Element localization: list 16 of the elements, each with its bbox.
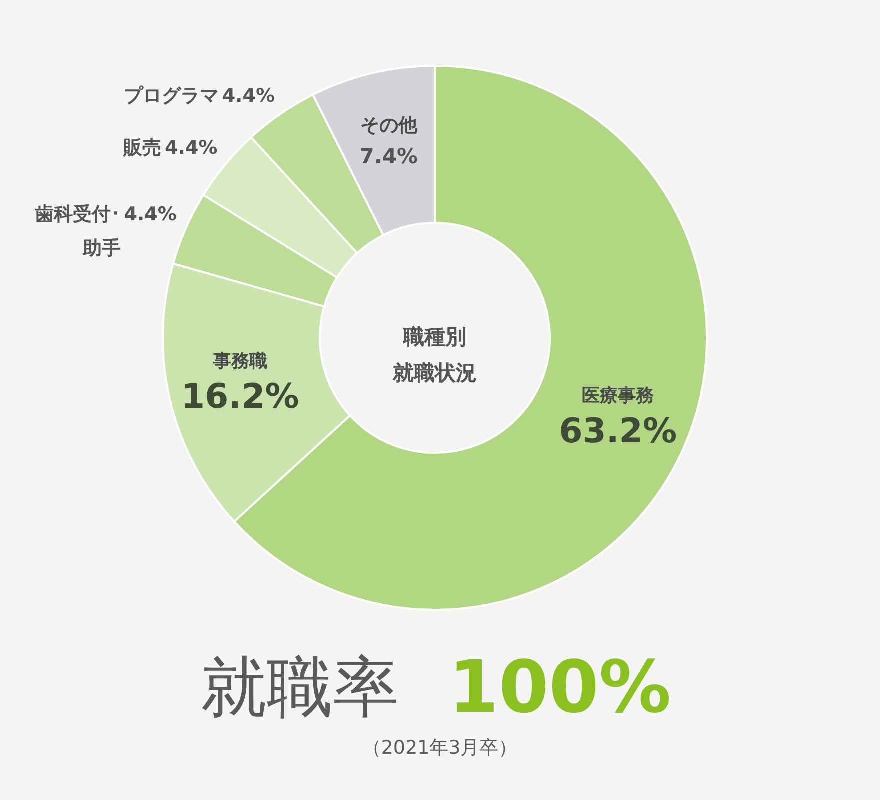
data-label: 16.2% <box>181 377 300 418</box>
text: 100% <box>448 645 672 729</box>
text: 職種別就職状況 <box>392 325 477 385</box>
data-label: 4.4% <box>165 137 218 160</box>
slice-label: 事務職 <box>212 351 268 372</box>
data-label: 4.4% <box>124 203 177 226</box>
data-label: 63.2% <box>559 412 678 452</box>
slice-label: 医療事務 <box>582 386 654 407</box>
text: （2021年3月卒） <box>362 737 518 759</box>
slice-label: その他 <box>360 114 418 136</box>
slice-label: 販売 <box>122 137 162 160</box>
slice-label: 歯科受付･助手 <box>34 203 121 260</box>
text: 就職率 <box>201 649 399 726</box>
data-label: 4.4% <box>222 84 276 107</box>
data-label: 7.4% <box>360 144 418 168</box>
slice-label: プログラマ <box>124 84 220 107</box>
